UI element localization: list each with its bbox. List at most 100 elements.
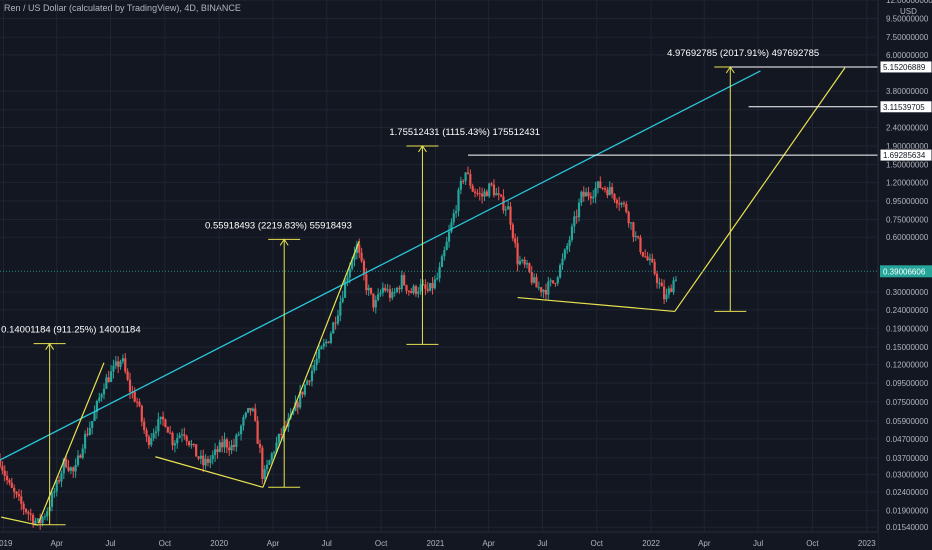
- candle-body: [476, 192, 479, 194]
- candle-body: [537, 287, 540, 289]
- candle-body: [263, 469, 266, 479]
- candle-body: [218, 442, 221, 452]
- candle-body: [663, 286, 666, 300]
- candle-body: [483, 191, 486, 197]
- candle-body: [294, 402, 297, 411]
- candle-body: [469, 173, 472, 186]
- candle-body: [291, 410, 295, 415]
- projection-line: [674, 67, 846, 312]
- candle-body: [351, 260, 354, 269]
- time-tick-label: Jul: [105, 539, 115, 548]
- price-tick-label: 6.00000000: [886, 51, 929, 60]
- candle-body: [343, 280, 347, 298]
- candle-body: [308, 380, 311, 382]
- candle-body: [232, 444, 236, 447]
- candle-body: [62, 458, 65, 474]
- price-level-badge: [879, 148, 932, 162]
- candle-body: [133, 391, 136, 402]
- price-tick-label: 0.05900000: [886, 417, 929, 426]
- candle-body: [509, 206, 512, 225]
- candle-body: [447, 231, 451, 242]
- candle-body: [128, 379, 132, 392]
- time-axis[interactable]: 2019 Apr Jul Oct 2020 Apr Jul Oct 2021 Apr Jul Oct 2…: [0, 531, 878, 550]
- candle-body: [417, 291, 420, 294]
- candle-body: [419, 284, 422, 292]
- candle-body: [384, 287, 387, 291]
- candle-body: [566, 245, 569, 250]
- price-tick-label: 2.40000000: [886, 123, 929, 132]
- candle-body: [653, 261, 656, 274]
- candle-body: [83, 433, 87, 449]
- candle-body: [249, 407, 252, 411]
- candle-body: [457, 189, 460, 212]
- candle-body: [1, 466, 4, 471]
- projection-line: [37, 362, 105, 524]
- price-tick-label: 0.03000000: [886, 470, 929, 479]
- candle-body: [169, 432, 172, 434]
- candle-body: [265, 464, 269, 470]
- candle-body: [658, 282, 661, 284]
- candle-body: [516, 243, 519, 265]
- candle-body: [421, 284, 425, 286]
- candle-body: [473, 191, 477, 193]
- candle-body: [280, 433, 283, 436]
- candle-body: [601, 187, 604, 189]
- candle-body: [603, 188, 607, 190]
- candle-body: [497, 193, 500, 195]
- chart-title: Ren / US Dollar (calculated by TradingVi…: [4, 3, 241, 13]
- candle-body: [322, 343, 325, 347]
- candle-body: [74, 464, 77, 472]
- candle-body: [637, 236, 640, 238]
- price-tick-label: 0.75000000: [886, 216, 929, 225]
- candle-body: [22, 503, 25, 510]
- candle-body: [665, 294, 668, 300]
- candle-body: [53, 491, 56, 493]
- candle-body: [388, 289, 392, 298]
- time-tick-label: Apr: [50, 539, 63, 548]
- candle-body: [615, 200, 618, 204]
- candle-body: [438, 267, 441, 279]
- price-level-badge: [879, 60, 932, 74]
- candle-body: [485, 191, 488, 197]
- candle-body: [112, 365, 115, 372]
- price-tick-label: 0.03700000: [886, 454, 929, 463]
- candle-body: [608, 187, 611, 196]
- candle-body: [514, 238, 517, 244]
- candle-body: [599, 181, 602, 188]
- candle-body: [495, 193, 498, 196]
- candle-body: [332, 322, 335, 334]
- candle-body: [109, 371, 113, 382]
- candle-body: [450, 222, 453, 232]
- candle-body: [655, 273, 659, 283]
- candle-body: [611, 187, 614, 194]
- candle-body: [143, 421, 146, 431]
- price-tick-label: 3.80000000: [886, 87, 929, 96]
- candle-body: [412, 286, 415, 293]
- candle-body: [277, 433, 280, 443]
- candle-body: [15, 491, 18, 495]
- candle-body: [407, 290, 410, 292]
- candle-body: [436, 278, 439, 280]
- candle-body: [301, 391, 304, 395]
- candle-body: [492, 184, 496, 196]
- candle-body: [306, 380, 309, 385]
- candle-body: [502, 196, 505, 211]
- candle-body: [187, 441, 191, 446]
- candle-body: [660, 282, 663, 287]
- support-line: [155, 456, 264, 488]
- candle-body: [521, 259, 524, 261]
- candle-body: [145, 430, 148, 437]
- candle-body: [554, 283, 557, 285]
- candle-body: [644, 256, 647, 258]
- price-level-badge-label: 5.15206889: [883, 63, 926, 72]
- candle-body: [325, 341, 328, 344]
- candle-body: [216, 449, 219, 452]
- candle-body: [334, 322, 337, 324]
- measure-arrowhead: [418, 145, 427, 153]
- candle-body: [379, 292, 382, 295]
- candle-body: [166, 427, 169, 433]
- candle-body: [230, 444, 233, 451]
- candle-body: [365, 274, 368, 291]
- time-tick-label: 2019: [0, 539, 13, 548]
